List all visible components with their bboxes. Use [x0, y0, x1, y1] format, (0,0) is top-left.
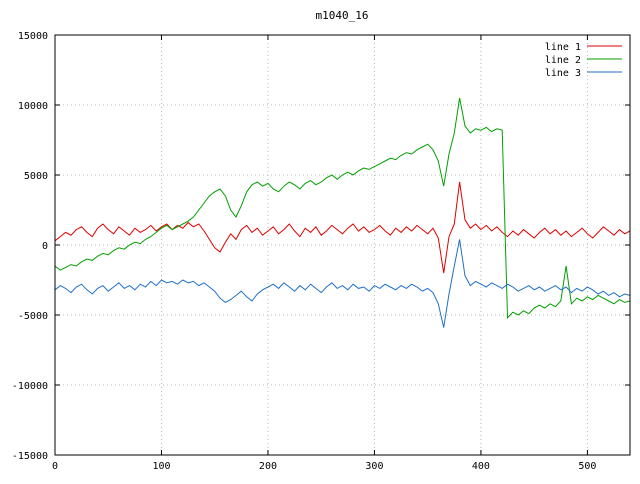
legend-label: line 1: [545, 42, 581, 53]
y-tick-label: 5000: [24, 171, 48, 182]
y-tick-label: 0: [42, 241, 48, 252]
series-line-1: [54, 181, 631, 274]
y-tick-label: -5000: [18, 311, 48, 322]
axis-labels: 0 100 200 300 400 500 -15000 -10000 -5000 0 5000 10…: [12, 31, 597, 472]
legend-label: line 3: [545, 68, 581, 79]
x-tick-label: 0: [52, 461, 58, 472]
chart-title: m1040_16: [316, 9, 369, 22]
series-line-3: [54, 239, 631, 328]
legend-label: line 2: [545, 55, 581, 66]
series-line-2: [54, 97, 631, 320]
grid-layer: [55, 35, 630, 455]
x-tick-label: 400: [472, 461, 490, 472]
x-tick-label: 200: [259, 461, 277, 472]
plot-frame: [54, 34, 631, 456]
x-tick-label: 500: [578, 461, 596, 472]
y-tick-label: 15000: [18, 31, 48, 42]
series-layer: [54, 97, 631, 328]
x-tick-label: 100: [152, 461, 170, 472]
legend: line 1 line 2 line 3: [545, 42, 622, 79]
y-tick-label: -15000: [12, 451, 48, 462]
y-tick-label: -10000: [12, 381, 48, 392]
x-tick-label: 300: [365, 461, 383, 472]
y-tick-label: 10000: [18, 101, 48, 112]
